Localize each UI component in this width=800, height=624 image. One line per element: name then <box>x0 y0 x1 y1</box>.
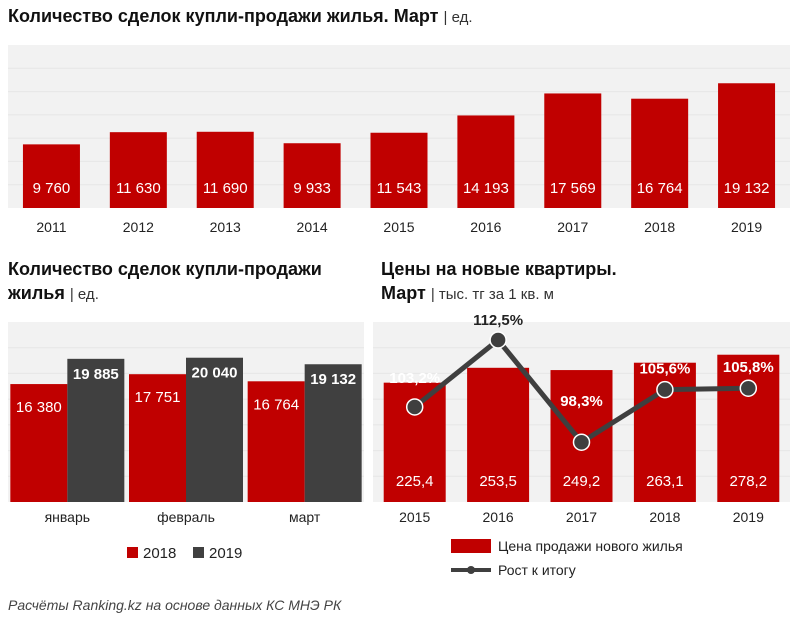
chart3-x-tick: 2016 <box>483 509 514 525</box>
chart2-bar-2018 <box>129 374 186 502</box>
chart3-growth-label: 103,2% <box>389 370 440 387</box>
chart3-legend-swatch-bar <box>451 539 491 553</box>
chart3-growth-point <box>739 379 758 397</box>
chart3-growth-point <box>656 380 674 399</box>
chart2-bar-2018 <box>10 384 68 502</box>
chart1-x-tick: 2018 <box>644 219 675 235</box>
chart2-data-label: 16 764 <box>253 396 299 413</box>
chart1-bar <box>631 98 689 208</box>
chart2-data-label: 20 040 <box>192 365 238 382</box>
chart1-x-tick: 2019 <box>731 219 762 235</box>
chart3-x-tick: 2018 <box>649 509 680 525</box>
chart3-growth-label: 105,8% <box>723 359 774 376</box>
chart1-data-label: 19 132 <box>724 180 770 197</box>
chart3-title: Цены на новые квартиры. Март | тыс. тг з… <box>381 257 617 307</box>
chart2-bar-2019 <box>186 357 243 502</box>
chart2-legend-label: 2019 <box>209 545 242 562</box>
chart3-title-line1: Цены на новые квартиры. <box>381 259 617 279</box>
chart1-unit: | ед. <box>443 9 473 26</box>
chart1-bar <box>109 132 167 208</box>
chart1-x-tick: 2013 <box>210 219 241 235</box>
chart1-data-label: 9 933 <box>293 180 331 197</box>
chart3-bar <box>717 354 780 502</box>
chart2-title-line1: Количество сделок купли-продажи <box>8 259 322 279</box>
chart3-data-label: 278,2 <box>730 473 768 490</box>
chart1-data-label: 14 193 <box>463 180 509 197</box>
chart2-legend-swatch-2018 <box>127 547 138 558</box>
chart3-legend-label-bar: Цена продажи нового жилья <box>498 538 683 554</box>
chart3-unit: | тыс. тг за 1 кв. м <box>430 286 554 303</box>
chart3-x-tick: 2017 <box>566 509 597 525</box>
chart2-legend-swatch-2019 <box>193 547 204 558</box>
chart3-growth-point <box>572 433 591 451</box>
chart2-bar-2019 <box>67 358 125 502</box>
chart1-bar <box>283 143 341 208</box>
chart1-x-tick: 2016 <box>470 219 501 235</box>
chart2-title: Количество сделок купли-продажи жилья | … <box>8 257 322 307</box>
chart3-growth-label: 98,3% <box>560 393 603 410</box>
chart1-x-tick: 2017 <box>557 219 588 235</box>
chart2-legend-label: 2018 <box>143 545 176 562</box>
chart1-bar <box>22 144 80 208</box>
chart3-legend-swatch-marker <box>467 566 475 574</box>
chart2-data-label: 17 751 <box>135 389 181 406</box>
chart3-data-label: 253,5 <box>479 473 517 490</box>
chart3-bar <box>467 367 530 502</box>
chart3-growth-label: 105,6% <box>639 361 690 378</box>
chart3-growth-point <box>489 331 507 349</box>
chart1-bar <box>457 115 515 208</box>
chart1-x-tick: 2015 <box>383 219 414 235</box>
footnote: Расчёты Ranking.kz на основе данных КС М… <box>8 597 342 613</box>
chart1-title-text: Количество сделок купли-продажи жилья. <box>8 6 389 26</box>
chart1-bar <box>718 83 776 208</box>
chart1-x-tick: 2011 <box>36 219 66 235</box>
chart2-title-line2: жилья <box>8 283 65 303</box>
chart3-growth-point <box>405 398 424 416</box>
chart3-data-label: 249,2 <box>563 473 601 490</box>
chart2-x-tick: январь <box>45 509 90 525</box>
chart2-data-label: 19 885 <box>73 366 119 383</box>
chart2-data-label: 16 380 <box>16 399 62 416</box>
chart3-title-line2: Март <box>381 283 426 303</box>
chart2-unit: | ед. <box>69 286 99 303</box>
chart3-legend-label-line: Рост к итогу <box>498 562 576 578</box>
chart1-x-tick: 2014 <box>297 219 328 235</box>
chart2-x-tick: февраль <box>157 509 215 525</box>
chart1-data-label: 11 690 <box>203 180 248 197</box>
chart1-bar <box>196 131 254 208</box>
chart2-bar-2018 <box>247 381 305 502</box>
chart1-data-label: 17 569 <box>550 180 596 197</box>
chart3-x-tick: 2015 <box>399 509 430 525</box>
chart1-data-label: 11 543 <box>377 180 422 197</box>
chart2-x-tick: март <box>289 509 321 525</box>
chart3-data-label: 263,1 <box>646 473 684 490</box>
chart3-data-label: 225,4 <box>396 473 434 490</box>
chart1-data-label: 9 760 <box>33 180 71 197</box>
chart3-growth-label: 112,5% <box>473 312 523 329</box>
chart1-title-month: Март <box>393 6 439 26</box>
chart1-bar <box>370 132 428 208</box>
chart1-data-label: 16 764 <box>637 180 683 197</box>
chart3-x-tick: 2019 <box>733 509 764 525</box>
chart2-data-label: 19 132 <box>310 371 356 388</box>
chart1-title: Количество сделок купли-продажи жилья. М… <box>8 4 473 30</box>
chart1-data-label: 11 630 <box>116 180 161 197</box>
chart2-bar-2019 <box>304 364 362 502</box>
chart1-bar <box>544 93 602 208</box>
chart1-x-tick: 2012 <box>123 219 154 235</box>
